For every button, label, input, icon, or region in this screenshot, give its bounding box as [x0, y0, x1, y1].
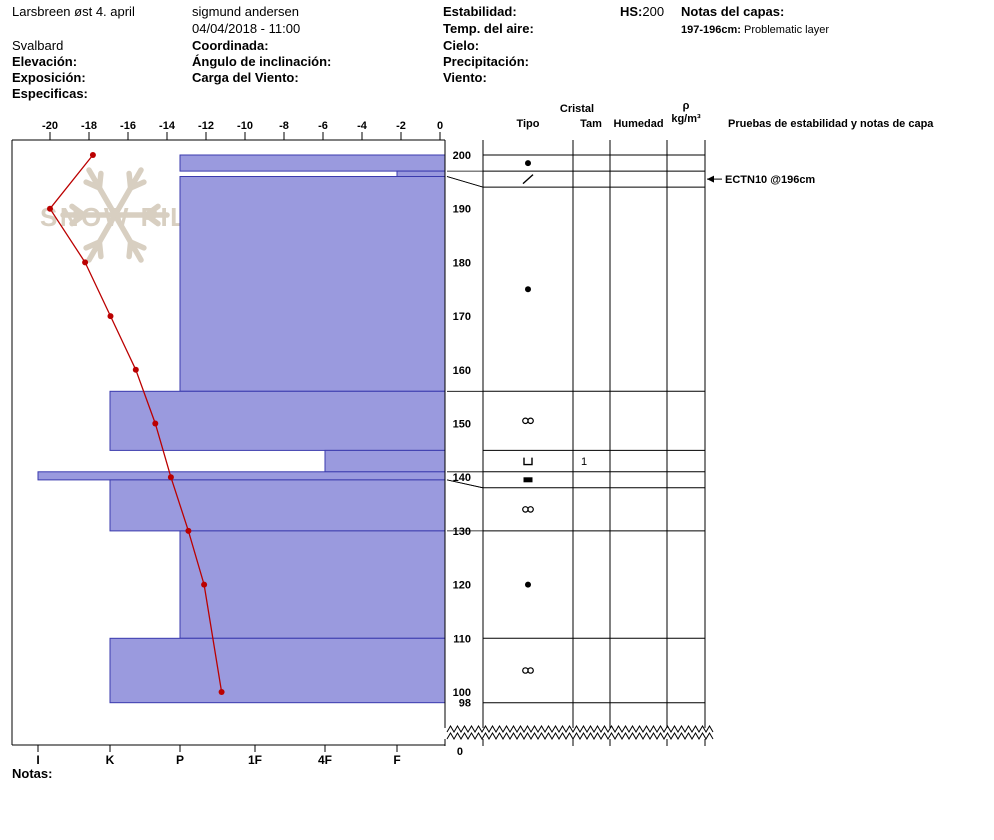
svg-text:K: K [106, 753, 115, 767]
svg-text:130: 130 [453, 526, 471, 538]
moisture-column-header: Humedad [613, 118, 664, 130]
stability-column-header: Pruebas de estabilidad y notas de capa [728, 118, 934, 130]
incline-label: Ángulo de inclinación: [192, 54, 332, 69]
pit-title: Larsbreen øst 4. april [12, 4, 135, 19]
pit-region: Svalbard [12, 38, 64, 53]
grain-symbol-cup [523, 457, 533, 466]
hs-label: HS: [620, 4, 643, 19]
temperature-line [49, 154, 223, 693]
grain-symbol-dot [525, 286, 531, 293]
svg-text:100: 100 [453, 687, 471, 699]
temperature-point [132, 366, 139, 373]
svg-text:0: 0 [457, 746, 463, 758]
svg-text:4F: 4F [318, 753, 332, 767]
temperature-point [47, 205, 53, 212]
svg-text:I: I [36, 753, 39, 767]
svg-text:150: 150 [453, 419, 471, 431]
temperature-point [185, 527, 192, 534]
svg-text:0: 0 [437, 120, 443, 132]
grain-symbol-slash [522, 174, 534, 185]
svg-text:-14: -14 [159, 120, 176, 132]
svg-text:98: 98 [459, 698, 471, 710]
aspect-label: Exposición: [12, 70, 86, 85]
grain-symbol-cluster [522, 506, 534, 513]
wind-loading-label: Carga del Viento: [192, 70, 299, 85]
grain-symbol-dot [525, 581, 531, 588]
temperature-point [218, 689, 225, 695]
air-temp-label: Temp. del aire: [443, 21, 534, 36]
size-column-header: Tam [580, 118, 602, 130]
svg-text:-12: -12 [198, 120, 214, 132]
svg-text:-6: -6 [318, 120, 328, 132]
svg-text:-16: -16 [120, 120, 136, 132]
layer-bar [179, 154, 446, 172]
layer-bar [179, 530, 446, 639]
svg-text:F: F [393, 753, 400, 767]
svg-text:170: 170 [453, 311, 471, 323]
svg-text:110: 110 [453, 633, 471, 645]
layer-note-text: Problematic layer [744, 24, 829, 36]
specifics-label: Especificas: [12, 86, 88, 101]
svg-text:-10: -10 [237, 120, 253, 132]
layer-bar [109, 637, 446, 704]
svg-text:-18: -18 [81, 120, 97, 132]
svg-text:160: 160 [453, 365, 471, 377]
layer-notes-label: Notas del capas: [681, 4, 785, 19]
svg-text:190: 190 [453, 204, 471, 216]
svg-text:180: 180 [453, 257, 471, 269]
svg-text:P: P [176, 753, 184, 767]
hs-value: 200 [642, 4, 665, 19]
notes-label: Notas: [12, 766, 53, 781]
layer-note: 197-196cm: Problematic layer [681, 24, 829, 37]
svg-text:120: 120 [453, 580, 471, 592]
layer-bar [109, 479, 446, 532]
grain-symbol-cluster [522, 417, 534, 425]
temperature-point [167, 474, 174, 481]
layer-bar [396, 170, 446, 178]
observation-datetime: 04/04/2018 - 11:00 [192, 21, 301, 36]
snowflake-icon [60, 167, 170, 263]
svg-text:ECTN10 @196cm: ECTN10 @196cm [725, 174, 815, 186]
sky-label: Cielo: [443, 38, 480, 53]
svg-text:-2: -2 [396, 120, 406, 132]
type-column-header: Tipo [516, 118, 540, 130]
svg-text:200: 200 [453, 150, 471, 162]
temperature-point [107, 313, 114, 320]
grain-size-value: 1 [581, 456, 587, 468]
layer-note-depth: 197-196cm: [681, 24, 741, 36]
temperature-point [82, 259, 89, 266]
density-symbol-header: ρ [682, 100, 690, 112]
temperature-point [201, 581, 208, 588]
crystal-header: Cristal [559, 103, 595, 115]
stability-label: Estabilidad: [443, 4, 517, 19]
observer-name: sigmund andersen [192, 4, 299, 19]
density-units-header: kg/m³ [671, 113, 701, 125]
svg-text:-4: -4 [357, 120, 368, 132]
layer-bar [37, 471, 446, 481]
depth-break-zigzag [446, 725, 714, 733]
svg-text:140: 140 [453, 472, 471, 484]
grain-symbol-ice [523, 477, 533, 483]
stability-test-annotation: ECTN10 @196cm [707, 174, 815, 186]
temperature-point [89, 152, 96, 158]
svg-text:-8: -8 [279, 120, 289, 132]
precipitation-label: Precipitación: [443, 54, 529, 69]
grain-symbol-cluster [522, 667, 534, 674]
elevation-label: Elevación: [12, 54, 78, 69]
hs-field: HS:200 [620, 4, 664, 20]
coordinates-label: Coordinada: [192, 38, 269, 53]
temperature-point [152, 420, 159, 427]
depth-break-zigzag [446, 732, 714, 740]
svg-text:1F: 1F [248, 753, 262, 767]
wind-label: Viento: [443, 70, 487, 85]
grain-symbol-dot [525, 160, 531, 167]
svg-text:-20: -20 [42, 120, 58, 132]
layer-bar [324, 449, 446, 473]
layer-bar [179, 176, 446, 392]
